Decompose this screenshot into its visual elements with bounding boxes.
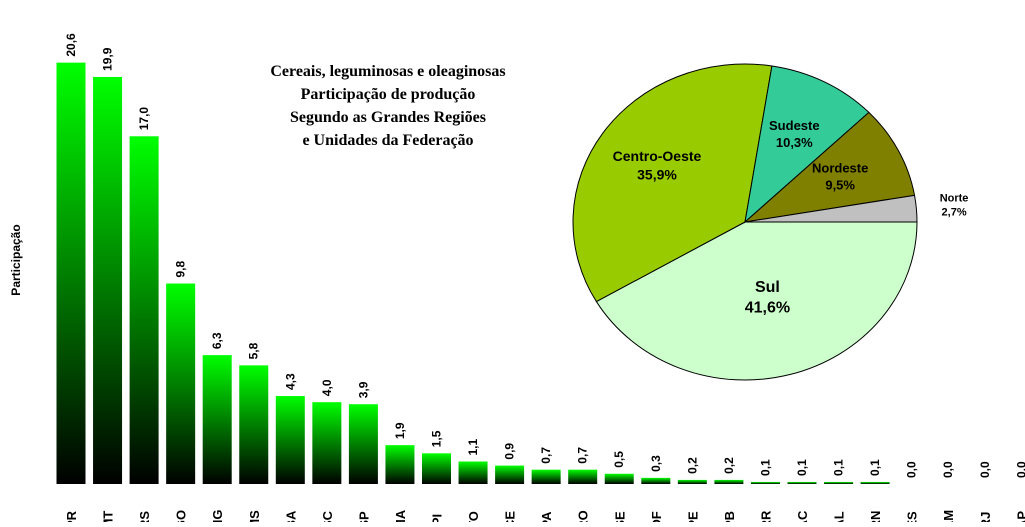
value-label: 20,6 [64, 33, 78, 57]
bar [860, 481, 890, 484]
bar [568, 469, 598, 484]
pie-value-label: 35,9% [637, 166, 677, 182]
value-label: 0,1 [795, 459, 809, 476]
value-label: 6,3 [210, 332, 224, 349]
value-label: 0,1 [758, 459, 772, 476]
x-tick-label: MG [210, 510, 225, 522]
x-tick-label: MA [393, 509, 408, 522]
pie-label: Nordeste [812, 161, 868, 176]
x-tick-label: GO [174, 510, 189, 522]
x-tick-label: RR [758, 510, 773, 522]
x-tick-label: PB [722, 511, 737, 522]
x-tick-label: AM [941, 510, 956, 522]
x-tick-label: AC [795, 510, 810, 522]
value-label: 0,0 [1014, 461, 1025, 478]
bar [202, 355, 232, 484]
value-label: 0,2 [722, 457, 736, 474]
x-tick-label: PE [685, 511, 700, 522]
bar [129, 136, 159, 485]
x-tick-label: TO [466, 511, 481, 522]
pie-label: Norte [940, 192, 969, 204]
value-label: 0,1 [868, 459, 882, 476]
value-label: 1,1 [466, 438, 480, 455]
x-tick-label: DF [649, 511, 664, 522]
x-tick-label: MT [101, 511, 116, 522]
bar [93, 76, 123, 485]
pie-label: Sudeste [769, 118, 820, 133]
bar [714, 479, 744, 484]
pie-label: Sul [755, 279, 780, 296]
value-label: 5,8 [247, 342, 261, 359]
x-tick-label: RN [868, 511, 883, 522]
value-label: 9,8 [174, 261, 188, 278]
x-tick-label: PI [430, 514, 445, 522]
bar [56, 62, 86, 485]
pie-label: Centro-Oeste [613, 148, 702, 164]
x-tick-label: MS [247, 510, 262, 522]
pie-value-label: 41,6% [745, 300, 790, 317]
value-label: 0,0 [978, 461, 992, 478]
bar [166, 283, 196, 484]
bar [275, 396, 305, 484]
value-label: 1,5 [430, 430, 444, 447]
x-tick-label: SE [612, 511, 627, 522]
pie-value-label: 10,3% [776, 135, 813, 150]
chart-title: Cereais, leguminosas e oleaginosas [270, 63, 505, 80]
x-tick-label: SP [356, 511, 371, 522]
bar [348, 404, 378, 484]
value-label: 0,0 [905, 461, 919, 478]
pie-slice [744, 65, 870, 224]
value-label: 4,0 [320, 379, 334, 396]
pie-slice [572, 63, 773, 303]
bar [531, 469, 561, 484]
bar [458, 461, 488, 484]
value-label: 19,9 [101, 47, 115, 71]
bar [312, 402, 342, 484]
value-label: 0,9 [503, 443, 517, 460]
value-label: 0,5 [612, 451, 626, 468]
value-label: 0,3 [649, 455, 663, 472]
bar [677, 479, 707, 484]
bar [239, 365, 269, 484]
x-tick-label: BA [283, 510, 298, 522]
value-label: 0,2 [685, 457, 699, 474]
bar [824, 481, 854, 484]
pie-value-label: 2,7% [942, 207, 967, 219]
value-label: 0,7 [539, 447, 553, 464]
value-label: 17,0 [137, 107, 151, 131]
value-label: 0,0 [941, 461, 955, 478]
bar [495, 465, 525, 484]
bar [385, 445, 415, 484]
value-label: 1,9 [393, 422, 407, 439]
x-tick-label: ES [905, 511, 920, 522]
x-tick-label: AL [832, 511, 847, 522]
x-tick-label: SC [320, 510, 335, 522]
chart-title: Participação de produção [301, 86, 476, 103]
pie-slice [743, 111, 916, 223]
value-label: 4,3 [283, 373, 297, 390]
pie-slice [595, 221, 918, 381]
value-label: 0,7 [576, 447, 590, 464]
pie-slice [744, 194, 918, 223]
x-tick-label: AP [1014, 511, 1025, 522]
chart-title: Segundo as Grandes Regiões [290, 109, 486, 126]
chart-title: e Unidades da Federação [302, 132, 473, 149]
pie-value-label: 9,5% [825, 178, 855, 193]
value-label: 0,1 [832, 459, 846, 476]
bar [604, 473, 634, 484]
bar [422, 453, 451, 484]
bar [787, 481, 817, 484]
y-axis-label: Participação [9, 224, 23, 295]
x-tick-label: PA [539, 511, 554, 522]
bar [750, 481, 780, 484]
x-tick-label: RS [137, 511, 152, 522]
x-tick-label: CE [503, 511, 518, 522]
bar [641, 477, 671, 484]
value-label: 3,9 [356, 381, 370, 398]
x-tick-label: PR [64, 510, 79, 522]
x-tick-label: RJ [978, 512, 993, 522]
x-tick-label: RO [576, 510, 591, 522]
